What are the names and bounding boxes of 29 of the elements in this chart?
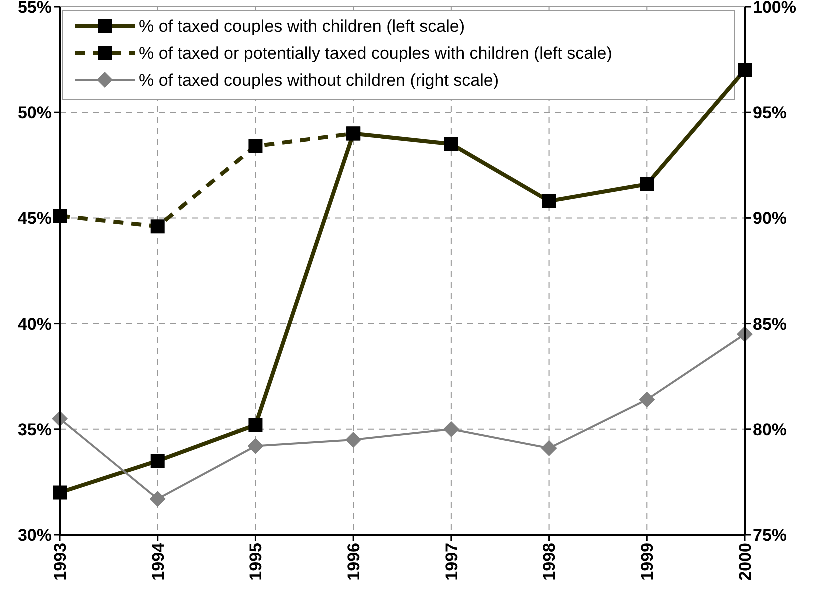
point [639,392,656,408]
point [443,421,460,438]
legend-label: % of taxed couples with children (left scale) [139,17,465,36]
x-tick-label: 1994 [148,542,168,581]
x-tick-label: 1995 [246,543,266,581]
legend-label: % of taxed couples without children (right scale) [139,71,500,90]
y2-tick-label: 85% [753,314,788,334]
point [346,432,362,448]
point [541,440,558,456]
point [248,438,264,454]
x-tick-label: 1996 [344,543,364,581]
y2-tick-label: 100% [753,0,796,17]
point [150,491,166,508]
y-tick-label: 40% [18,314,52,334]
x-tick-label: 1998 [540,543,560,581]
y-tick-label: 35% [18,420,52,440]
x-tick-label: 2000 [736,543,755,581]
y-tick-label: 50% [18,104,52,123]
y-tick-label: 30% [18,526,52,545]
y-tick-label: 45% [18,209,52,228]
y2-tick-label: 75% [753,526,788,545]
x-tick-label: 1997 [442,543,462,581]
legend-label: % of taxed or potentially taxed couples with children (left scale) [139,44,612,63]
y2-tick-label: 95% [753,104,788,123]
y2-tick-label: 90% [753,209,788,228]
y-tick-label: 55% [18,0,52,17]
x-tick-label: 1999 [638,543,658,581]
y2-tick-label: 80% [753,420,788,440]
x-tick-label: 1993 [50,543,70,581]
